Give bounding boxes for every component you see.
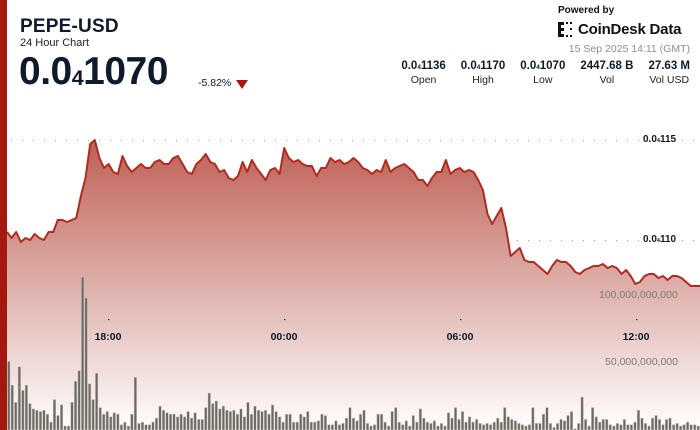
stat-vol-usd-label: Vol USD (649, 74, 690, 86)
price-zero-count: 4 (71, 66, 84, 91)
price-axis-label-115: 0.04115 (643, 134, 677, 145)
volume-axis-label-100b: 100,000,000,000 (599, 289, 678, 301)
stat-vol-label: Vol (599, 74, 615, 86)
chart-subtitle: 24 Hour Chart (20, 37, 90, 49)
stat-high-value: 0.041170 (460, 60, 506, 72)
price-prefix: 0.0 (19, 50, 72, 93)
stat-open-value: 0.041136 (401, 60, 446, 72)
time-axis-label-0600: 06:00 (446, 331, 474, 343)
stat-high: 0.041170 High (461, 60, 505, 86)
time-axis-label-1800: 18:00 (94, 331, 122, 343)
time-tick-marks (108, 319, 638, 321)
stat-low-value: 0.041070 (520, 60, 566, 72)
stat-low: 0.041070 Low (520, 60, 565, 86)
stat-vol-usd-value: 27.63 M (648, 60, 690, 72)
coindesk-logo-icon (558, 22, 572, 37)
time-axis-label-1200: 12:00 (622, 331, 650, 343)
price-line (6, 139, 700, 287)
stat-vol-usd: 27.63 M Vol USD (648, 60, 690, 86)
volume-axis-label-50b: 50,000,000,000 (605, 356, 678, 368)
stats-row: 0.041136 Open 0.041170 High 0.041070 Low… (386, 60, 690, 86)
timestamp: 15 Sep 2025 14:11 (GMT) (568, 43, 690, 55)
price-area (7, 140, 700, 430)
accent-bar (0, 0, 7, 430)
stat-open: 0.041136 Open (401, 60, 445, 86)
powered-by-label: Powered by (558, 5, 615, 16)
price-axis-label-110: 0.04110 (643, 234, 677, 245)
stat-high-label: High (472, 74, 494, 86)
stat-vol-value: 2447.68 B (580, 60, 634, 72)
price-change-percent: -5.82% (198, 77, 232, 89)
price-digits: 1070 (83, 50, 168, 93)
volume-bars (7, 276, 700, 430)
current-price: 0.041070 (19, 50, 168, 94)
chart-title: PEPE-USD (20, 16, 119, 37)
stat-vol: 2447.68 B Vol (580, 60, 633, 86)
down-arrow-icon (236, 80, 248, 89)
time-axis-label-0000: 00:00 (270, 331, 298, 343)
stat-open-label: Open (410, 74, 437, 86)
stat-low-label: Low (533, 74, 553, 86)
brand-logo: CoinDesk Data (558, 21, 681, 38)
brand-name: CoinDesk Data (578, 21, 682, 38)
